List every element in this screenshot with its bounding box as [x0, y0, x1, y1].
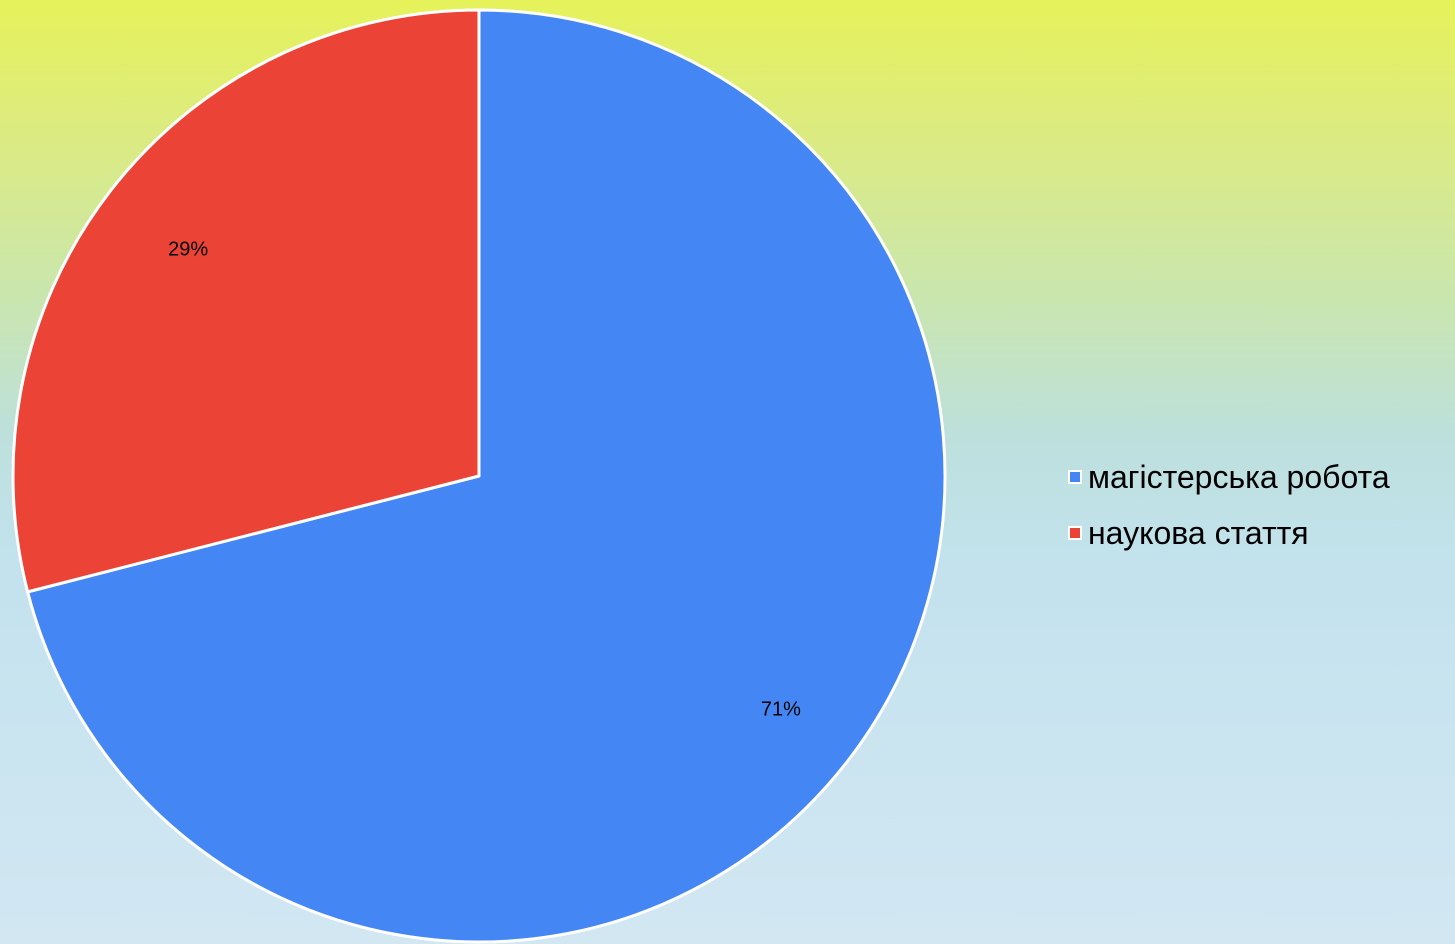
pie-slice-master-thesis: [26, 8, 947, 944]
pie-slice-scientific-article: [11, 8, 481, 594]
legend-swatch-scientific-article: [1068, 526, 1082, 540]
legend-label-scientific-article: наукова стаття: [1088, 515, 1309, 551]
legend-item-scientific-article: наукова стаття: [1068, 514, 1390, 552]
legend-swatch-master-thesis: [1068, 470, 1082, 484]
data-label-scientific-article: 29%: [168, 239, 208, 261]
legend-item-master-thesis: магістерська робота: [1068, 458, 1390, 496]
data-label-master-thesis: 71%: [761, 698, 801, 720]
chart-legend: магістерська робота наукова стаття: [1068, 458, 1390, 570]
legend-label-master-thesis: магістерська робота: [1088, 459, 1390, 495]
